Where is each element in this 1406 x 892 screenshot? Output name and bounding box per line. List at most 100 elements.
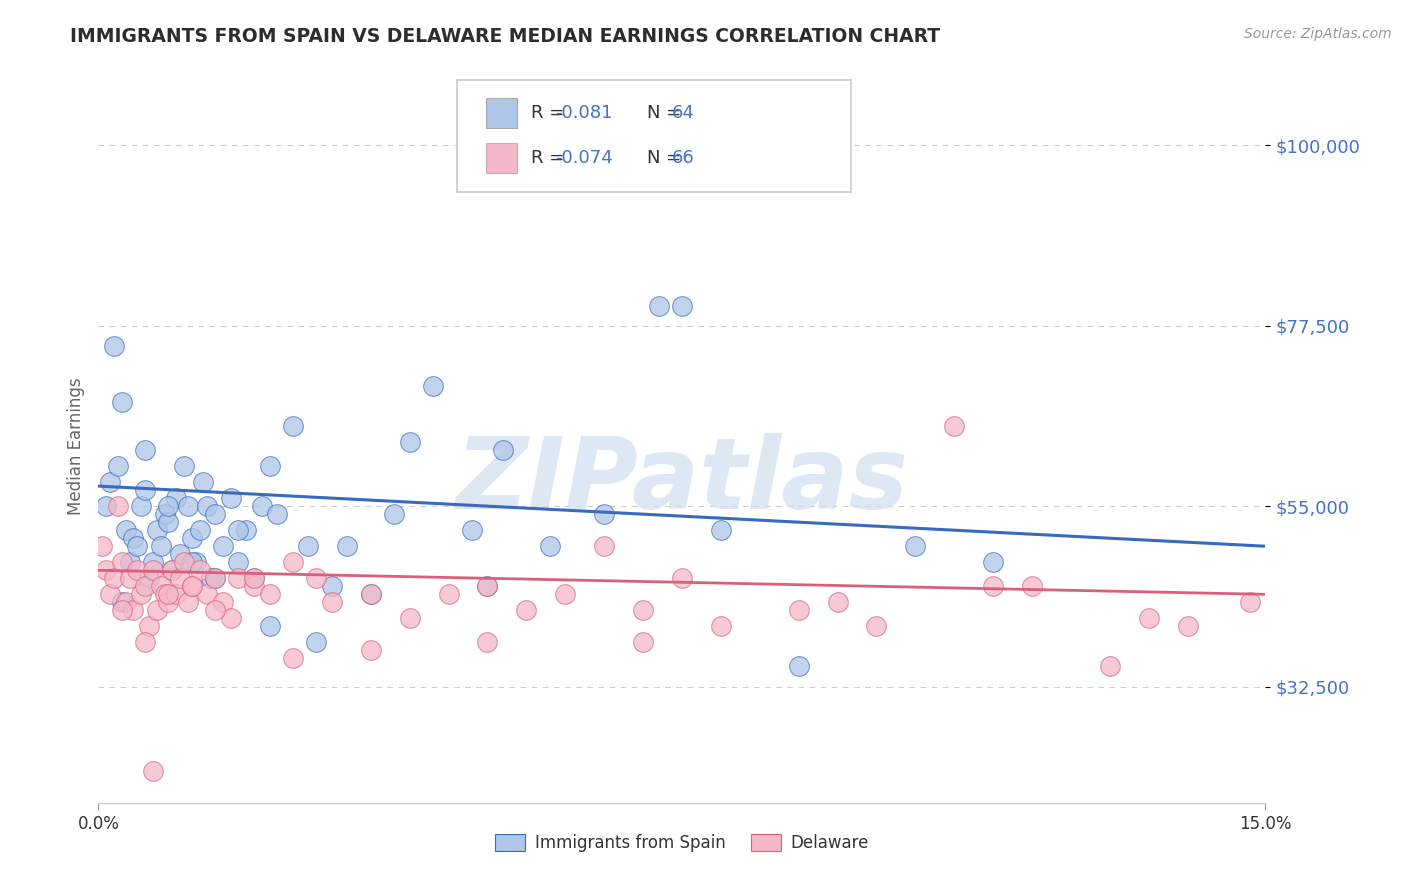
Point — [865, 619, 887, 633]
Point — [538, 539, 561, 553]
Point — [107, 458, 129, 473]
Point — [360, 587, 382, 601]
Point — [360, 643, 382, 657]
Point — [173, 555, 195, 569]
Point — [212, 539, 235, 553]
Legend: Immigrants from Spain, Delaware: Immigrants from Spain, Delaware — [488, 827, 876, 859]
Point — [153, 507, 176, 521]
Point — [98, 587, 121, 601]
Point — [1137, 611, 1160, 625]
Point — [96, 499, 118, 513]
Point — [671, 299, 693, 313]
Point — [250, 499, 273, 513]
Point — [134, 483, 156, 497]
Point — [96, 563, 118, 577]
Point — [157, 587, 180, 601]
Point — [180, 579, 202, 593]
Point — [122, 531, 145, 545]
Point — [204, 571, 226, 585]
Point — [200, 571, 222, 585]
Point — [671, 571, 693, 585]
Point — [243, 571, 266, 585]
Point — [157, 499, 180, 513]
Point — [243, 579, 266, 593]
Point — [1098, 659, 1121, 673]
Text: N =: N = — [647, 149, 686, 167]
Point — [398, 435, 420, 450]
Point — [114, 523, 136, 537]
Point — [180, 579, 202, 593]
Point — [134, 579, 156, 593]
Point — [321, 579, 343, 593]
Point — [127, 563, 149, 577]
Point — [437, 587, 460, 601]
Point — [281, 419, 304, 434]
Point — [204, 603, 226, 617]
Point — [91, 539, 114, 553]
Point — [177, 595, 200, 609]
Point — [593, 539, 616, 553]
Point — [107, 499, 129, 513]
Point — [146, 523, 169, 537]
Point — [1021, 579, 1043, 593]
Point — [169, 571, 191, 585]
Point — [180, 531, 202, 545]
Point — [204, 571, 226, 585]
Point — [981, 555, 1004, 569]
Point — [153, 587, 176, 601]
Point — [305, 571, 328, 585]
Point — [111, 603, 134, 617]
Point — [157, 595, 180, 609]
Point — [111, 555, 134, 569]
Point — [235, 523, 257, 537]
Text: IMMIGRANTS FROM SPAIN VS DELAWARE MEDIAN EARNINGS CORRELATION CHART: IMMIGRANTS FROM SPAIN VS DELAWARE MEDIAN… — [70, 27, 941, 45]
Point — [162, 563, 184, 577]
Point — [149, 579, 172, 593]
Point — [103, 571, 125, 585]
Point — [477, 579, 499, 593]
Point — [134, 442, 156, 457]
Point — [305, 635, 328, 649]
Point — [127, 539, 149, 553]
Point — [129, 587, 152, 601]
Point — [188, 523, 211, 537]
Point — [142, 563, 165, 577]
Point — [477, 635, 499, 649]
Point — [1177, 619, 1199, 633]
Point — [212, 595, 235, 609]
Point — [787, 603, 810, 617]
Text: ZIPatlas: ZIPatlas — [456, 434, 908, 530]
Point — [710, 523, 733, 537]
Point — [554, 587, 576, 601]
Point — [259, 587, 281, 601]
Point — [593, 507, 616, 521]
Point — [336, 539, 359, 553]
Point — [228, 555, 250, 569]
Point — [360, 587, 382, 601]
Point — [103, 339, 125, 353]
Point — [827, 595, 849, 609]
Point — [165, 491, 187, 505]
Point — [180, 555, 202, 569]
Point — [114, 595, 136, 609]
Point — [169, 547, 191, 561]
Point — [631, 635, 654, 649]
Point — [461, 523, 484, 537]
Point — [422, 379, 444, 393]
Point — [243, 571, 266, 585]
Text: R =: R = — [531, 149, 571, 167]
Point — [904, 539, 927, 553]
Point — [787, 659, 810, 673]
Point — [111, 395, 134, 409]
Point — [157, 515, 180, 529]
Point — [195, 499, 218, 513]
Point — [98, 475, 121, 489]
Point — [647, 299, 669, 313]
Text: R =: R = — [531, 104, 571, 122]
Y-axis label: Median Earnings: Median Earnings — [66, 377, 84, 515]
Point — [981, 579, 1004, 593]
Point — [259, 619, 281, 633]
Point — [943, 419, 966, 434]
Point — [297, 539, 319, 553]
Point — [142, 764, 165, 778]
